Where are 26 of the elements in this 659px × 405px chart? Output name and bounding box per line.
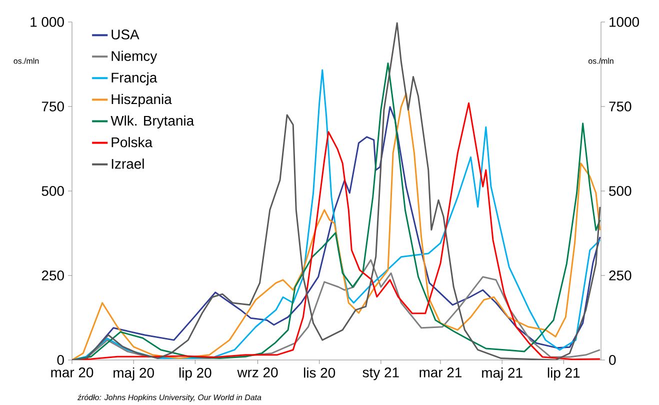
legend-label: Hiszpania <box>112 94 172 107</box>
y-tick-label: 500 <box>42 186 64 196</box>
x-tick-label: wrz 20 <box>237 367 278 378</box>
x-tick-label: lis 20 <box>304 367 336 378</box>
y2-tick-label: 1000 <box>610 17 639 27</box>
y2-tick-label: 0 <box>609 355 616 365</box>
legend-label: Wlk. Brytania <box>110 115 194 128</box>
y-tick-label: 0 <box>57 355 64 365</box>
y-tick-label: 250 <box>42 270 64 280</box>
legend-label: Niemcy <box>112 50 158 64</box>
x-tick-label: lip 21 <box>548 367 580 380</box>
y-tick-label: 750 <box>42 102 64 112</box>
y2-tick-label: 500 <box>609 186 632 196</box>
x-tick-label: mar 21 <box>420 367 462 378</box>
legend-label: USA <box>112 30 140 40</box>
y2-tick-label: 750 <box>609 102 632 112</box>
x-tick-label: maj 21 <box>482 367 522 380</box>
legend-label: Francja <box>112 72 158 86</box>
legend-label: Polska <box>112 136 153 148</box>
x-tick-label: maj 20 <box>114 367 154 380</box>
y-tick-label: 1 000 <box>30 17 64 27</box>
x-tick-label: lip 20 <box>179 367 212 380</box>
x-tick-label: mar 20 <box>51 367 94 378</box>
x-tick-label: sty 21 <box>362 367 399 380</box>
legend-label: Izrael <box>112 158 144 169</box>
y2-tick-label: 250 <box>609 270 632 280</box>
